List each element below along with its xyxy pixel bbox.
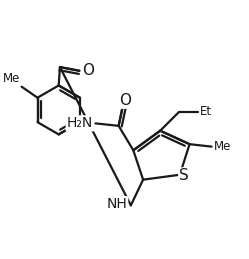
Text: Me: Me xyxy=(3,73,20,85)
Text: O: O xyxy=(82,63,94,78)
Text: Me: Me xyxy=(214,140,231,153)
Text: O: O xyxy=(119,93,131,108)
Text: H₂N: H₂N xyxy=(67,116,93,130)
Text: S: S xyxy=(179,169,189,183)
Text: NH: NH xyxy=(107,197,127,211)
Text: Et: Et xyxy=(200,105,212,118)
